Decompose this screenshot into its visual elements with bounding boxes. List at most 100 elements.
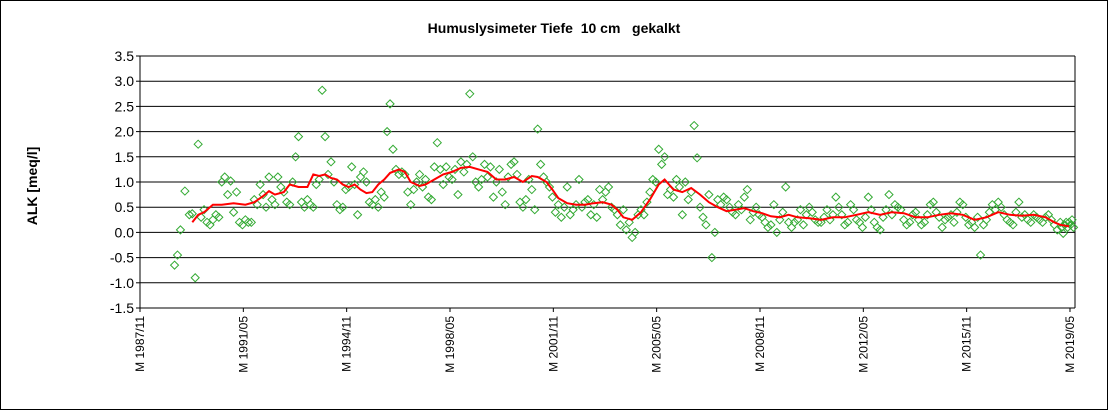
y-tick-label: 2.5 [115, 98, 135, 114]
data-point [273, 172, 283, 182]
data-point [527, 184, 537, 195]
data-point [169, 260, 180, 270]
data-point [385, 99, 395, 109]
data-point [261, 202, 271, 212]
x-tick-label: M 2012/05 [856, 316, 870, 373]
data-point [355, 172, 366, 182]
data-point [902, 220, 912, 230]
data-point [562, 182, 572, 192]
data-point [338, 202, 348, 212]
data-point [840, 220, 850, 230]
x-tick-label: M 1998/05 [443, 316, 457, 373]
data-point [559, 202, 569, 212]
data-point [742, 184, 752, 195]
data-point [943, 212, 953, 222]
data-point [509, 157, 519, 167]
y-tick-labels: 3.5 3.0 2.5 2.0 1.5 1.0 0.5 0.0 -0.5 -1.0 -1.5 [110, 48, 134, 316]
data-point [488, 192, 499, 202]
data-point [432, 137, 443, 148]
data-point [429, 162, 440, 172]
data-point [190, 273, 200, 283]
data-point [335, 205, 345, 215]
x-tick-label: M 2008/11 [753, 316, 767, 372]
data-point [279, 187, 289, 197]
data-point [379, 192, 389, 202]
data-point [535, 159, 546, 170]
data-point [1067, 215, 1077, 225]
data-point [958, 199, 968, 210]
data-point [710, 227, 720, 238]
data-point [730, 210, 741, 220]
y-tick-label: -1.5 [110, 300, 134, 316]
data-point [822, 205, 832, 215]
data-point [766, 220, 776, 230]
data-point [388, 144, 398, 154]
data-point [615, 220, 626, 230]
data-point [243, 217, 254, 228]
data-point [326, 157, 336, 167]
data-point [462, 159, 472, 170]
data-point [574, 174, 584, 185]
chart-title: Humuslysimeter Tiefe 10 cm gekalkt [427, 20, 681, 36]
data-point [349, 179, 360, 190]
data-point [872, 222, 882, 233]
data-point [214, 212, 224, 222]
data-point [645, 187, 655, 197]
data-point [211, 210, 221, 220]
data-point [654, 144, 664, 154]
data-point [878, 212, 888, 222]
data-point [506, 159, 516, 170]
data-point [701, 220, 711, 230]
data-point [199, 205, 209, 215]
data-point [745, 215, 755, 225]
data-point [468, 152, 478, 162]
data-point [175, 225, 186, 235]
data-point [544, 182, 555, 192]
x-tick-label: M 2019/05 [1063, 316, 1077, 373]
data-point [848, 205, 859, 215]
data-point [786, 222, 797, 233]
data-point [323, 169, 333, 180]
data-point [423, 192, 434, 202]
data-point [521, 194, 531, 205]
data-point [671, 174, 682, 185]
data-point [553, 199, 564, 210]
data-point [884, 189, 894, 200]
data-point [426, 194, 437, 205]
data-point [293, 131, 304, 142]
data-point [270, 199, 280, 210]
data-point [651, 177, 661, 187]
data-point [314, 174, 324, 185]
data-point [851, 215, 862, 225]
data-point [373, 202, 383, 212]
data-point [857, 222, 868, 233]
data-point [1002, 215, 1012, 225]
data-point [482, 172, 493, 182]
data-point [450, 164, 460, 175]
data-point [763, 222, 773, 233]
data-point [783, 217, 794, 228]
x-tick-label: M 1994/11 [340, 316, 354, 372]
data-point [952, 207, 962, 217]
data-point [928, 197, 938, 207]
data-point [624, 217, 634, 228]
data-point [972, 212, 983, 222]
data-point [352, 210, 363, 220]
data-point [789, 217, 800, 228]
data-point [222, 189, 233, 200]
data-point [854, 217, 865, 228]
data-point [180, 186, 190, 196]
data-point [1068, 222, 1079, 233]
data-point [904, 217, 915, 228]
data-point [376, 187, 386, 197]
data-point [438, 179, 448, 190]
data-point [603, 182, 614, 192]
x-tick-label: M 1991/05 [236, 316, 250, 373]
data-point [565, 210, 575, 220]
y-tick-label: 2.0 [115, 124, 135, 140]
data-point [532, 124, 543, 134]
data-point [500, 199, 510, 210]
y-tick-label: 3.5 [115, 48, 135, 64]
gridlines [140, 55, 1075, 309]
